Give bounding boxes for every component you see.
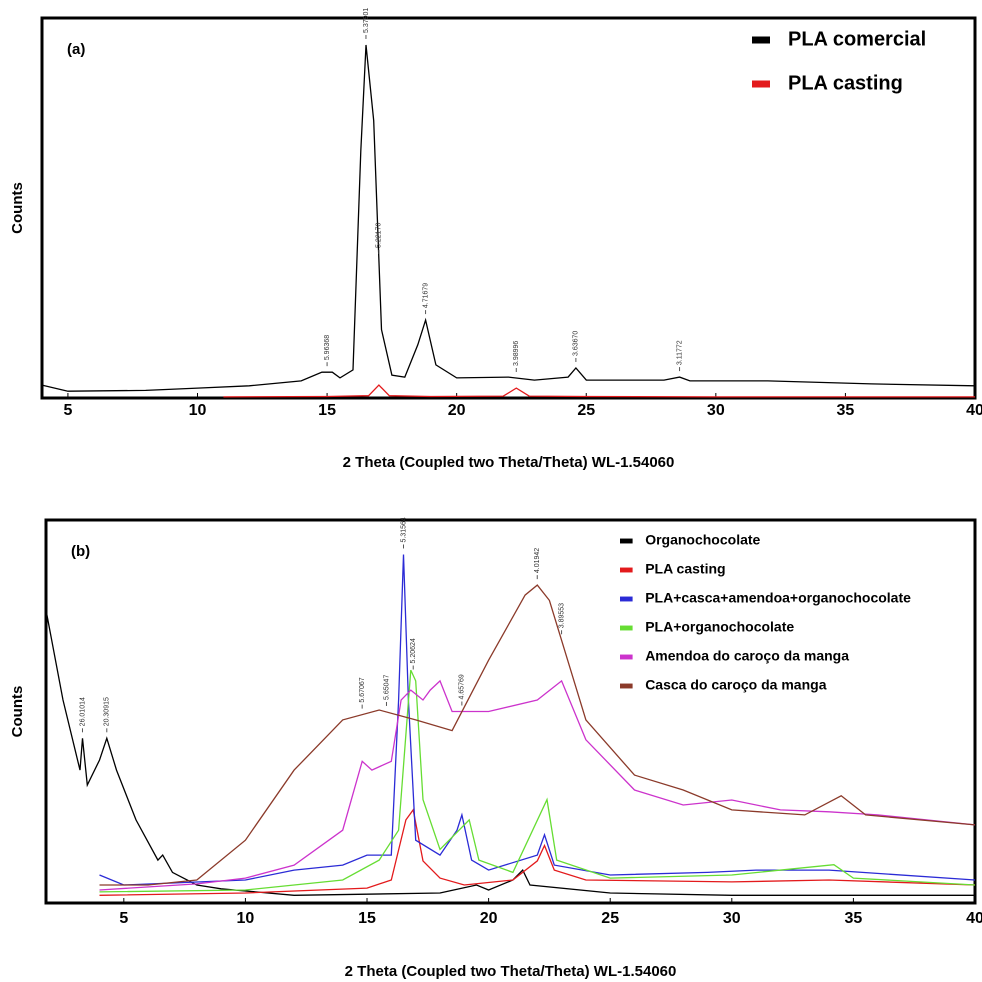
legend-label: Amendoa do caroço da manga (645, 648, 849, 664)
x-tick-label: 30 (723, 910, 741, 927)
legend-label: PLA+organochocolate (645, 619, 794, 635)
series-line (99, 669, 976, 893)
x-tick-label: 40 (966, 402, 982, 419)
series-line (45, 609, 975, 896)
peak-annotation: 4.01942 (534, 548, 541, 573)
x-tick-label: 30 (707, 402, 725, 419)
series-line (99, 584, 976, 886)
x-tick-label: 35 (837, 402, 855, 419)
plot-frame (44, 518, 977, 905)
legend-label: Casca do caroço da manga (645, 677, 827, 693)
peak-annotation: 20.30915 (104, 697, 111, 726)
peak-annotation: 5.67067 (359, 677, 366, 702)
legend-label: PLA casting (645, 561, 725, 577)
series-line (41, 44, 976, 392)
x-tick-label: 15 (358, 910, 376, 927)
peak-annotation: 3.63670 (573, 331, 580, 356)
series-line (99, 554, 976, 886)
panel-label: (a) (67, 41, 85, 58)
y-axis-label: Counts (9, 182, 26, 234)
x-tick-label: 20 (480, 910, 498, 927)
peak-annotation: 3.98996 (513, 341, 520, 366)
peak-annotation: 5.22170 (376, 223, 383, 248)
peak-annotation: 5.31564 (400, 517, 407, 542)
peak-annotation: 5.20624 (410, 638, 417, 663)
peak-annotation: 26.01014 (79, 697, 86, 726)
x-tick-label: 5 (63, 402, 72, 419)
x-tick-label: 40 (966, 910, 982, 927)
panel-label: (b) (71, 543, 90, 560)
x-tick-label: 10 (189, 402, 207, 419)
peak-annotation: 4.65769 (459, 674, 466, 699)
x-tick-label: 25 (601, 910, 619, 927)
series-line (223, 384, 975, 398)
x-tick-label: 5 (119, 910, 128, 927)
legend-label: Organochocolate (645, 532, 760, 548)
x-tick-label: 35 (845, 910, 863, 927)
peak-annotation: 5.65047 (383, 675, 390, 700)
peak-annotation: 5.37901 (363, 8, 370, 33)
legend-label: PLA comercial (788, 28, 926, 50)
legend-label: PLA+casca+amendoa+organochocolate (645, 590, 911, 606)
peak-annotation: 3.11772 (676, 340, 683, 365)
x-tick-label: 25 (577, 402, 595, 419)
legend-label: PLA casting (788, 72, 903, 94)
x-tick-label: 15 (318, 402, 336, 419)
x-axis-label: 2 Theta (Coupled two Theta/Theta) WL-1.5… (345, 963, 677, 980)
plot-frame (40, 16, 977, 400)
x-tick-label: 20 (448, 402, 466, 419)
x-axis-label: 2 Theta (Coupled two Theta/Theta) WL-1.5… (343, 454, 675, 471)
series-line (99, 679, 976, 891)
peak-annotation: 4.71679 (422, 283, 429, 308)
peak-annotation: 5.96368 (324, 335, 331, 360)
y-axis-label: Counts (9, 686, 26, 738)
x-tick-label: 10 (237, 910, 255, 927)
series-line (99, 808, 976, 896)
peak-annotation: 3.89553 (558, 603, 565, 628)
